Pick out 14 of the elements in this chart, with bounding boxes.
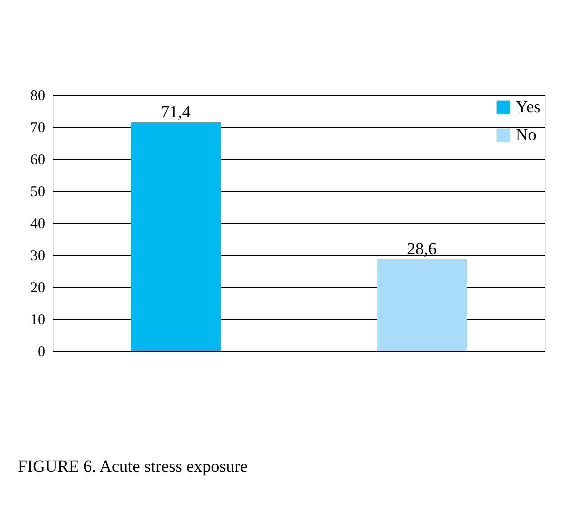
y-tick-label: 0	[38, 344, 46, 360]
y-tick-label: 40	[30, 216, 46, 232]
y-tick-label: 80	[30, 88, 46, 104]
legend-label: No	[516, 126, 537, 144]
y-tick-label: 10	[30, 312, 46, 328]
data-label: 71,4	[161, 102, 192, 122]
caption: FIGURE 6. Acute stress exposure	[18, 457, 248, 476]
y-tick-label: 60	[30, 152, 46, 168]
y-tick-label: 70	[30, 120, 46, 136]
y-tick-label: 20	[30, 280, 46, 296]
y-tick-label: 50	[30, 184, 46, 200]
legend-label: Yes	[516, 98, 541, 116]
y-tick-label: 30	[30, 248, 46, 264]
data-label: 28,6	[407, 239, 437, 258]
